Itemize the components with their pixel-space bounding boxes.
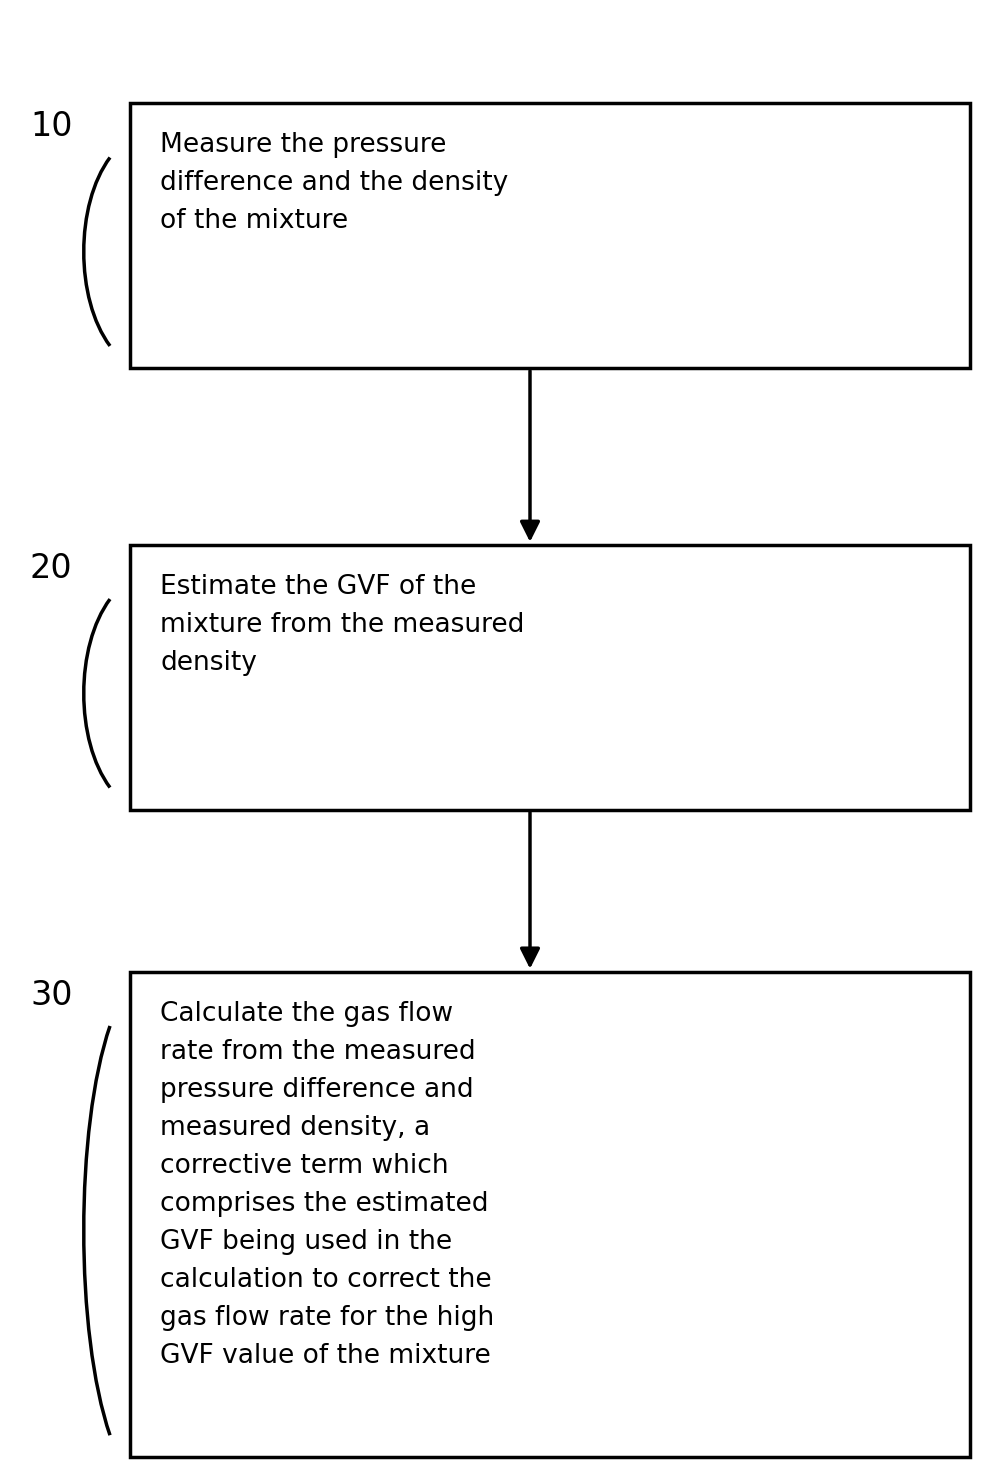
Text: Measure the pressure
difference and the density
of the mixture: Measure the pressure difference and the …: [160, 132, 508, 234]
FancyBboxPatch shape: [130, 972, 970, 1457]
Text: 20: 20: [30, 552, 73, 584]
FancyBboxPatch shape: [130, 545, 970, 810]
Text: 10: 10: [30, 110, 72, 143]
Text: Calculate the gas flow
rate from the measured
pressure difference and
measured d: Calculate the gas flow rate from the mea…: [160, 1001, 494, 1369]
Text: 30: 30: [30, 979, 72, 1011]
Text: Estimate the GVF of the
mixture from the measured
density: Estimate the GVF of the mixture from the…: [160, 574, 524, 676]
FancyBboxPatch shape: [130, 103, 970, 368]
